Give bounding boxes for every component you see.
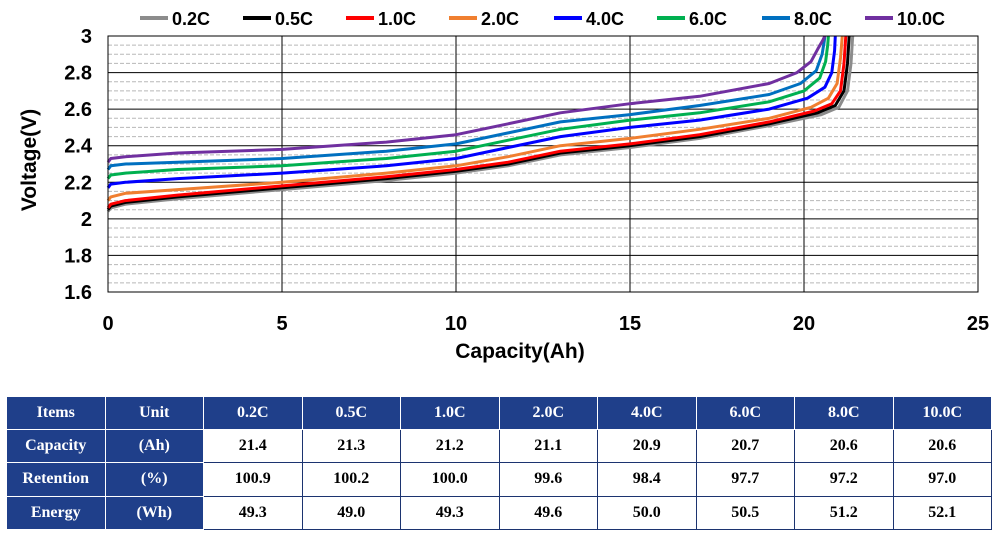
- row-item-label: Capacity: [6, 428, 106, 464]
- table-row: Capacity (Ah) 21.4 21.3 21.2 21.1 20.9 20.7 20.6…: [6, 428, 992, 464]
- table-header-cell: 4.0C: [597, 396, 697, 430]
- legend-label: 6.0C: [689, 9, 727, 29]
- legend-label: 10.0C: [897, 9, 945, 29]
- table-body: Capacity (Ah) 21.4 21.3 21.2 21.1 20.9 20.7 20.6…: [6, 428, 992, 531]
- x-tick-label: 5: [276, 313, 287, 335]
- table-row: Retention (%) 100.9 100.2 100.0 99.6 98.4 97.7 9…: [6, 462, 992, 497]
- table-row: Energy (Wh) 49.3 49.0 49.3 49.6 50.0 50.5 51.2 52…: [6, 495, 992, 531]
- y-tick-label: 3: [81, 26, 92, 48]
- y-tick-label: 2.8: [64, 63, 92, 85]
- legend: 0.2C 0.5C 1.0C 2.0C 4.0C 6.0C 8.0C 10.0C: [140, 9, 945, 29]
- row-item-label: Energy: [6, 495, 106, 531]
- table-header-cell: Items: [6, 396, 106, 430]
- y-tick-labels: 1.6 1.8 2 2.2 2.4 2.6 2.8 3: [64, 26, 93, 304]
- table-cell: 49.3: [400, 495, 500, 531]
- table-header-row: Items Unit 0.2C 0.5C 1.0C 2.0C 4.0C 6.0C 8.0C 10.…: [6, 396, 992, 430]
- table-cell: 20.7: [695, 428, 795, 464]
- y-tick-label: 2.4: [64, 136, 93, 158]
- series-line-0.5C: [106, 35, 851, 211]
- y-tick-label: 1.6: [64, 282, 92, 304]
- table-cell: 52.1: [892, 495, 992, 531]
- discharge-chart: 1.6 1.8 2 2.2 2.4 2.6 2.8 3 0 5 10 15 20 25 Capacity…: [18, 9, 989, 363]
- table-cell: 50.0: [597, 495, 697, 531]
- table-cell: 49.3: [203, 495, 303, 531]
- series-lines: [106, 35, 855, 213]
- table-header-cell: 0.2C: [203, 396, 303, 430]
- table-cell: 20.6: [892, 428, 992, 464]
- table-cell: 49.0: [301, 495, 401, 531]
- table-cell: 21.2: [400, 428, 500, 464]
- row-unit-label: (Ah): [104, 428, 204, 464]
- table-cell: 100.2: [301, 462, 401, 497]
- x-axis-label: Capacity(Ah): [455, 340, 585, 363]
- x-tick-label: 10: [445, 313, 467, 335]
- y-tick-label: 2: [81, 209, 92, 231]
- table-cell: 97.0: [892, 462, 992, 497]
- table-cell: 21.4: [203, 428, 303, 464]
- table-cell: 97.7: [695, 462, 795, 497]
- row-unit-label: (Wh): [104, 495, 204, 531]
- y-tick-label: 2.6: [64, 99, 92, 121]
- legend-label: 2.0C: [481, 9, 519, 29]
- y-tick-label: 2.2: [64, 172, 92, 194]
- table-cell: 21.1: [498, 428, 598, 464]
- y-tick-label: 1.8: [64, 245, 92, 267]
- table-cell: 100.0: [400, 462, 500, 497]
- table-cell: 51.2: [794, 495, 894, 531]
- table-header-cell: 10.0C: [892, 396, 992, 430]
- table-cell: 50.5: [695, 495, 795, 531]
- x-tick-labels: 0 5 10 15 20 25: [102, 313, 989, 335]
- table-header-cell: 1.0C: [400, 396, 500, 430]
- series-line-1.0C: [106, 35, 848, 209]
- table-cell: 49.6: [498, 495, 598, 531]
- table-cell: 20.9: [597, 428, 697, 464]
- plot-border: [107, 35, 979, 293]
- legend-label: 8.0C: [794, 9, 832, 29]
- series-line-4.0C: [106, 35, 837, 189]
- table-header-cell: Unit: [104, 396, 204, 430]
- x-tick-label: 25: [967, 313, 989, 335]
- legend-label: 0.2C: [172, 9, 210, 29]
- table-cell: 98.4: [597, 462, 697, 497]
- table-cell: 100.9: [203, 462, 303, 497]
- table-header-cell: 6.0C: [695, 396, 795, 430]
- series-line-10.0C: [106, 35, 827, 164]
- legend-label: 4.0C: [586, 9, 624, 29]
- series-line-6.0C: [106, 35, 830, 180]
- table-header-cell: 0.5C: [301, 396, 401, 430]
- row-unit-label: (%): [104, 462, 204, 497]
- series-line-2.0C: [106, 35, 844, 202]
- table-cell: 97.2: [794, 462, 894, 497]
- table-header-cell: 8.0C: [794, 396, 894, 430]
- y-axis-label: Voltage(V): [18, 109, 41, 211]
- table-header-cell: 2.0C: [498, 396, 598, 430]
- legend-label: 1.0C: [378, 9, 416, 29]
- series-line-0.2C: [106, 35, 855, 213]
- x-tick-label: 20: [793, 313, 815, 335]
- series-line-8.0C: [106, 35, 827, 171]
- table-cell: 99.6: [498, 462, 598, 497]
- x-tick-label: 0: [102, 313, 113, 335]
- x-tick-label: 15: [619, 313, 641, 335]
- row-item-label: Retention: [6, 462, 106, 497]
- legend-label: 0.5C: [275, 9, 313, 29]
- table-cell: 21.3: [301, 428, 401, 464]
- table-cell: 20.6: [794, 428, 894, 464]
- summary-table: Items Unit 0.2C 0.5C 1.0C 2.0C 4.0C 6.0C 8.0C 10.…: [6, 396, 992, 531]
